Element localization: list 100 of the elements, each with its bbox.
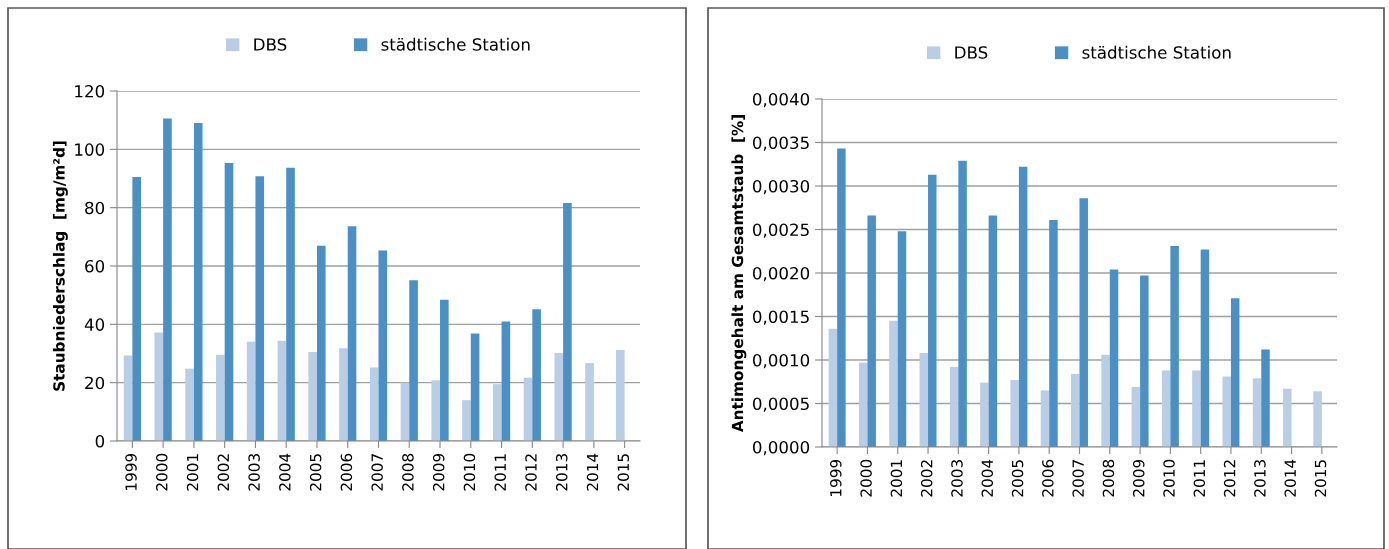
y-tick-label: 60 — [85, 259, 105, 273]
x-tick-label: 2012 — [1223, 460, 1236, 497]
bar — [185, 368, 194, 441]
y-tick-label: 20 — [85, 376, 105, 390]
x-tick-label: 2012 — [525, 454, 537, 491]
bar — [858, 362, 868, 447]
bar — [554, 352, 564, 441]
bar — [286, 167, 295, 441]
bar — [949, 366, 959, 447]
bar — [216, 354, 225, 441]
x-tick-label: 2006 — [1042, 459, 1054, 497]
x-tick-label: 2009 — [432, 453, 445, 491]
bar — [193, 123, 203, 441]
y-tick-label: 0,0035 — [752, 136, 809, 151]
y-tick-label: 80 — [85, 201, 105, 215]
bar — [532, 309, 541, 441]
bar — [1200, 249, 1210, 447]
y-tick-label: 0,0030 — [752, 179, 810, 195]
x-tick-label: 2003 — [951, 460, 963, 497]
y-tick-label: 120 — [75, 84, 105, 98]
bar — [1313, 391, 1322, 447]
bar — [316, 245, 326, 441]
bar — [1222, 376, 1231, 447]
x-tick-label: 2005 — [309, 454, 322, 491]
bar — [980, 382, 989, 447]
y-tick-label: 0,0005 — [752, 397, 809, 412]
y-tick-label: 0,0040 — [752, 92, 810, 108]
bar — [889, 320, 898, 447]
x-tick-label: 2004 — [981, 459, 994, 497]
bar — [400, 382, 410, 441]
bar — [1018, 166, 1028, 447]
bar — [1140, 275, 1149, 447]
x-tick-label: 2002 — [920, 460, 933, 497]
bar — [563, 203, 572, 441]
x-tick-label: 2000 — [860, 459, 872, 497]
bar — [1040, 390, 1050, 447]
bar — [369, 367, 379, 441]
x-tick-label: 2014 — [586, 453, 599, 491]
x-tick-label: 2015 — [1314, 460, 1327, 497]
bar — [1230, 298, 1240, 447]
bar — [867, 215, 876, 447]
y-axis-title: Staubniederschlag [mg/m²d] — [52, 141, 68, 391]
bar — [616, 350, 625, 441]
bar — [828, 328, 838, 447]
x-tick-label: 2008 — [1102, 459, 1115, 497]
bar — [1161, 370, 1171, 447]
bar — [431, 380, 441, 441]
x-tick-label: 2010 — [463, 453, 476, 491]
bar — [1079, 198, 1088, 447]
bar — [1192, 370, 1201, 447]
bar — [339, 348, 348, 441]
bar — [837, 148, 846, 447]
y-tick-label: 0,0015 — [752, 310, 809, 325]
y-tick-label: 0,0010 — [752, 353, 810, 369]
bar — [224, 163, 234, 441]
bar — [163, 118, 172, 441]
bar — [523, 377, 533, 441]
bar — [1261, 349, 1270, 447]
bar — [958, 160, 967, 447]
bar — [409, 280, 418, 441]
x-tick-label: 2002 — [217, 454, 230, 491]
bar — [378, 250, 388, 441]
x-tick-label: 2011 — [494, 454, 506, 491]
y-tick-label: 40 — [84, 318, 105, 331]
x-tick-label: 2001 — [186, 454, 199, 491]
bar — [123, 355, 133, 441]
bar — [132, 177, 141, 441]
x-tick-label: 2015 — [617, 454, 630, 491]
bar — [501, 321, 511, 441]
bar — [347, 226, 357, 441]
x-tick-label: 2008 — [402, 453, 414, 491]
bar — [585, 363, 594, 441]
bar — [470, 333, 480, 441]
y-tick-label: 100 — [75, 143, 105, 156]
y-tick-label: 0,0025 — [752, 223, 809, 238]
legend-label: städtische Station — [381, 37, 530, 51]
x-tick-label: 1999 — [125, 453, 137, 491]
x-tick-label: 2007 — [371, 454, 383, 491]
legend-label: städtische Station — [1082, 45, 1231, 59]
bar — [1252, 378, 1262, 447]
x-tick-label: 2011 — [1193, 460, 1206, 497]
legend-label: DBS — [254, 38, 287, 51]
y-tick-label: 0 — [95, 434, 105, 448]
x-tick-label: 2007 — [1072, 460, 1084, 497]
legend-label: DBS — [955, 46, 988, 59]
bar — [255, 176, 265, 441]
bar — [462, 400, 471, 441]
bar — [1049, 219, 1058, 447]
y-tick-label: 0,0000 — [752, 440, 810, 456]
y-axis-title: Antimongehalt am Gesamtstaub [%] — [731, 115, 747, 433]
bar — [928, 174, 937, 447]
bar — [1071, 373, 1080, 447]
x-tick-label: 2006 — [340, 453, 353, 491]
x-tick-label: 2009 — [1132, 459, 1145, 497]
x-tick-label: 2010 — [1163, 459, 1175, 497]
bar — [897, 231, 907, 447]
y-tick-label: 0,0020 — [752, 266, 810, 282]
bar — [1109, 269, 1119, 447]
x-tick-label: 2004 — [279, 453, 291, 491]
bar — [1131, 386, 1141, 447]
